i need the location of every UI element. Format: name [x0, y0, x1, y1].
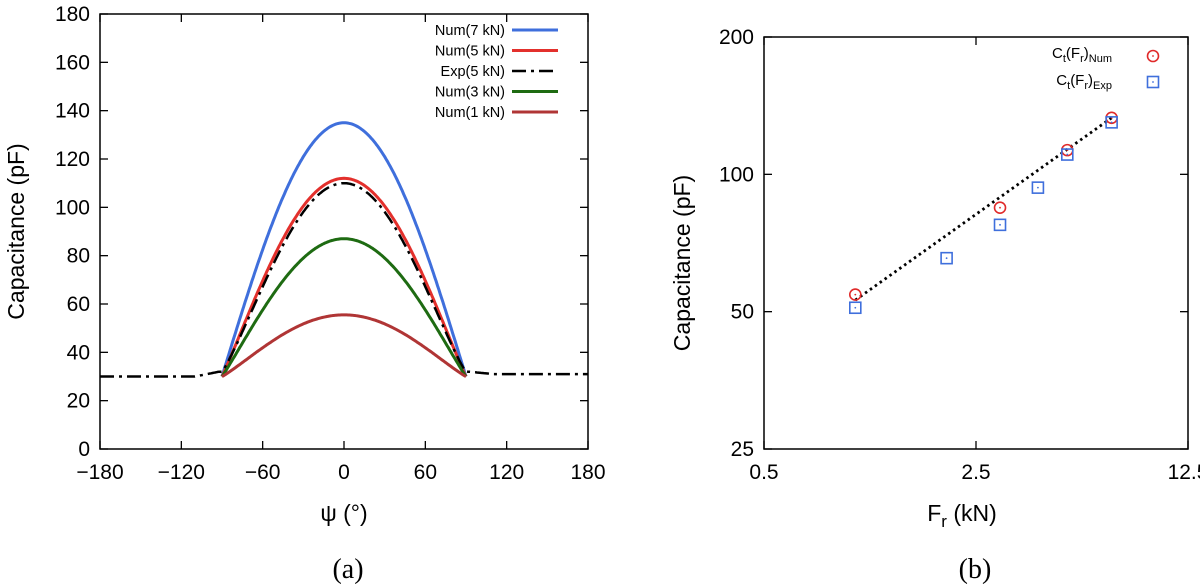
x-tick-label: 120 — [489, 461, 524, 484]
legend-marker-exp-dot — [1152, 81, 1154, 83]
point-num-dot — [854, 293, 857, 296]
y-tick-label: 25 — [731, 438, 754, 461]
panel-label-a: (a) — [332, 554, 363, 584]
legend-label: Ct(Fr)Num — [1052, 45, 1112, 65]
panel-a-line-chart: −180 −120 −60 0 60 120 180 0 20 40 60 80 100 120 140 16… — [3, 3, 606, 584]
point-exp — [849, 301, 862, 315]
point-exp-dot — [1110, 121, 1113, 124]
y-tick-label: 160 — [55, 51, 90, 74]
legend-label: Num(1 kN) — [435, 105, 505, 121]
legend-marker-exp — [1146, 75, 1160, 89]
legend-label: Num(5 kN) — [435, 44, 505, 60]
fit-line — [854, 116, 1113, 302]
y-tick-label: 80 — [67, 245, 90, 268]
plot-frame — [99, 13, 589, 450]
x-tick-label: 2.5 — [961, 461, 990, 484]
panel-b-scatter-chart: 0.5 2.5 12.5 25 50 100 200 Fr (kN) Capacitance (… — [669, 26, 1200, 584]
point-exp-dot — [945, 257, 948, 260]
point-exp-dot — [1066, 153, 1069, 156]
y-tick-label: 120 — [55, 148, 90, 171]
y-axis-label: Capacitance (pF) — [3, 143, 29, 319]
point-exp — [1061, 148, 1074, 161]
y-tick-label: 0 — [78, 438, 90, 461]
point-exp-dot — [854, 306, 857, 309]
legend-marker-num-dot — [1152, 55, 1154, 57]
y-tick-label: 180 — [55, 3, 90, 26]
legend-label: Num(7 kN) — [435, 23, 505, 39]
y-tick-label: 20 — [67, 390, 90, 413]
y-tick-label: 200 — [719, 26, 754, 49]
y-tick-label: 40 — [67, 341, 90, 364]
series-line-num-1-kn- — [221, 313, 467, 378]
legend-label: Num(3 kN) — [435, 85, 505, 101]
point-num-dot — [999, 206, 1001, 209]
x-tick-label: −120 — [158, 461, 205, 484]
legend-marker-num — [1146, 49, 1160, 63]
y-tick-label: 50 — [731, 301, 754, 324]
series-line-num-7-kn- — [220, 121, 468, 377]
series-line-num-5-kn- — [220, 176, 468, 378]
x-tick-label: 60 — [414, 461, 437, 484]
x-tick-label: −180 — [76, 461, 123, 484]
point-num — [993, 201, 1007, 215]
y-tick-label: 140 — [55, 100, 90, 123]
point-exp — [1031, 181, 1045, 194]
legend-label: Exp(5 kN) — [441, 64, 505, 80]
y-axis-label: Capacitance (pF) — [669, 175, 695, 351]
point-num — [849, 288, 862, 301]
x-axis-label: Fr (kN) — [927, 500, 997, 531]
legend-label: Ct(Fr)Exp — [1056, 72, 1112, 92]
x-tick-label: 12.5 — [1168, 461, 1200, 484]
y-tick-label: 60 — [67, 293, 90, 316]
panel-label-b: (b) — [959, 554, 992, 584]
x-tick-label: 0 — [338, 461, 350, 484]
x-tick-label: 180 — [570, 461, 605, 484]
y-tick-label: 100 — [719, 163, 754, 186]
plot-frame — [763, 36, 1189, 450]
series-line-exp-5-kn- — [100, 181, 588, 378]
x-axis-label: ψ (°) — [320, 500, 367, 526]
point-exp — [940, 251, 953, 265]
x-tick-label: 0.5 — [749, 461, 778, 484]
point-exp — [993, 218, 1007, 232]
series-line-num-3-kn- — [220, 237, 468, 378]
point-exp-dot — [999, 223, 1001, 226]
point-exp-dot — [1037, 186, 1039, 189]
y-tick-label: 100 — [55, 196, 90, 219]
x-tick-label: −60 — [245, 461, 281, 484]
point-exp — [1105, 116, 1118, 129]
